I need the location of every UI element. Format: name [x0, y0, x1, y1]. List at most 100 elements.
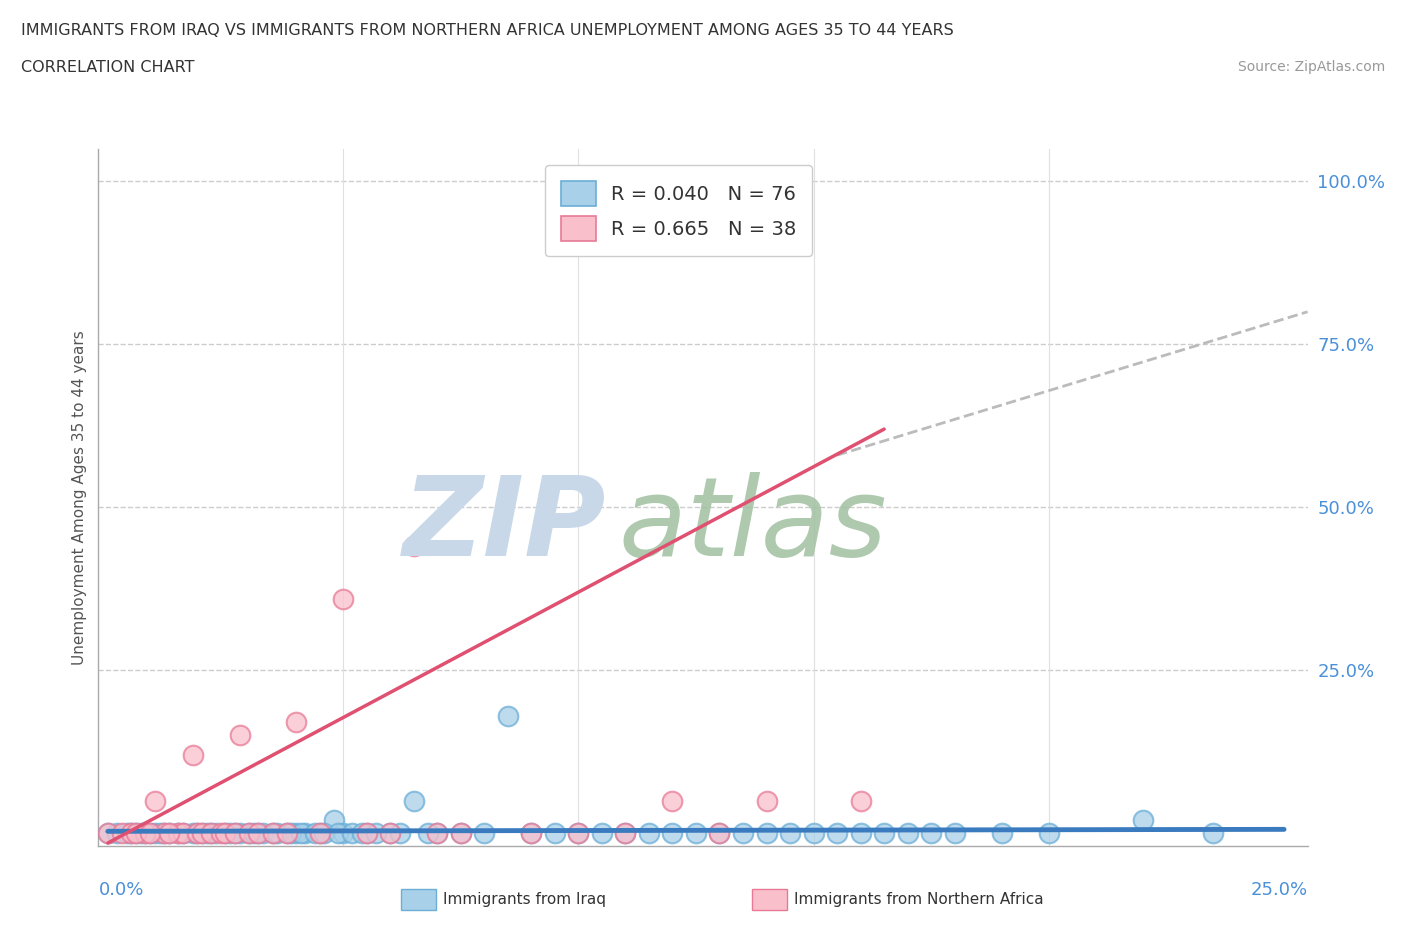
- Point: [134, 826, 156, 841]
- Point: [520, 826, 543, 841]
- Point: [849, 826, 872, 841]
- Point: [897, 826, 920, 841]
- Point: [129, 826, 152, 841]
- Point: [356, 826, 378, 841]
- Point: [661, 793, 683, 808]
- Point: [755, 793, 778, 808]
- Point: [614, 826, 637, 841]
- Point: [191, 826, 214, 841]
- Point: [304, 826, 326, 841]
- Text: IMMIGRANTS FROM IRAQ VS IMMIGRANTS FROM NORTHERN AFRICA UNEMPLOYMENT AMONG AGES : IMMIGRANTS FROM IRAQ VS IMMIGRANTS FROM …: [21, 23, 953, 38]
- Point: [224, 826, 246, 841]
- Text: 0.0%: 0.0%: [98, 882, 143, 899]
- Point: [328, 826, 350, 841]
- Point: [214, 826, 236, 841]
- Point: [614, 826, 637, 841]
- Y-axis label: Unemployment Among Ages 35 to 44 years: Unemployment Among Ages 35 to 44 years: [72, 330, 87, 665]
- Point: [426, 826, 449, 841]
- Point: [755, 826, 778, 841]
- Point: [219, 826, 242, 841]
- Point: [238, 826, 260, 841]
- Point: [209, 826, 232, 841]
- Point: [378, 826, 401, 841]
- Point: [149, 826, 172, 841]
- Point: [120, 826, 142, 841]
- Point: [97, 826, 120, 841]
- Point: [402, 539, 425, 554]
- Point: [356, 826, 378, 841]
- Point: [285, 826, 308, 841]
- Point: [214, 826, 236, 841]
- Point: [262, 826, 284, 841]
- Point: [308, 826, 330, 841]
- Point: [143, 793, 166, 808]
- Point: [709, 826, 731, 841]
- Point: [308, 826, 330, 841]
- Text: 25.0%: 25.0%: [1250, 882, 1308, 899]
- Point: [247, 826, 270, 841]
- Point: [472, 826, 495, 841]
- Point: [143, 826, 166, 841]
- Point: [181, 748, 204, 763]
- Point: [172, 826, 194, 841]
- Point: [332, 826, 354, 841]
- Point: [402, 793, 425, 808]
- Point: [873, 826, 896, 841]
- Point: [97, 826, 120, 841]
- Point: [290, 826, 312, 841]
- Point: [661, 826, 683, 841]
- Point: [285, 715, 308, 730]
- Point: [266, 826, 288, 841]
- Point: [943, 826, 966, 841]
- Point: [520, 826, 543, 841]
- Point: [157, 826, 180, 841]
- Point: [990, 826, 1012, 841]
- Point: [544, 826, 567, 841]
- Point: [920, 826, 942, 841]
- Text: Immigrants from Northern Africa: Immigrants from Northern Africa: [794, 892, 1045, 907]
- Point: [120, 826, 142, 841]
- Point: [276, 826, 298, 841]
- Point: [262, 826, 284, 841]
- Point: [426, 826, 449, 841]
- Point: [157, 826, 180, 841]
- Point: [314, 826, 336, 841]
- Point: [496, 709, 519, 724]
- Point: [350, 826, 373, 841]
- Point: [567, 826, 589, 841]
- Text: ZIP: ZIP: [402, 472, 606, 579]
- Point: [567, 826, 589, 841]
- Point: [153, 826, 176, 841]
- Point: [191, 826, 214, 841]
- Point: [280, 826, 302, 841]
- Point: [195, 826, 218, 841]
- Point: [105, 826, 128, 841]
- Point: [125, 826, 148, 841]
- Text: Immigrants from Iraq: Immigrants from Iraq: [443, 892, 606, 907]
- Point: [186, 826, 208, 841]
- Point: [247, 826, 270, 841]
- Point: [238, 826, 260, 841]
- Point: [181, 826, 204, 841]
- Point: [378, 826, 401, 841]
- Point: [1038, 826, 1060, 841]
- Point: [779, 826, 801, 841]
- Point: [388, 826, 411, 841]
- Point: [803, 826, 825, 841]
- Point: [450, 826, 472, 841]
- Point: [450, 826, 472, 841]
- Point: [115, 826, 138, 841]
- Point: [322, 813, 344, 828]
- Point: [364, 826, 387, 841]
- Point: [416, 826, 439, 841]
- Point: [125, 826, 148, 841]
- Legend: R = 0.040   N = 76, R = 0.665   N = 38: R = 0.040 N = 76, R = 0.665 N = 38: [546, 166, 813, 257]
- Text: atlas: atlas: [619, 472, 887, 579]
- Point: [242, 826, 264, 841]
- Point: [1132, 813, 1154, 828]
- Point: [294, 826, 316, 841]
- Point: [1202, 826, 1225, 841]
- Point: [685, 826, 707, 841]
- Text: Source: ZipAtlas.com: Source: ZipAtlas.com: [1237, 60, 1385, 74]
- Point: [825, 826, 848, 841]
